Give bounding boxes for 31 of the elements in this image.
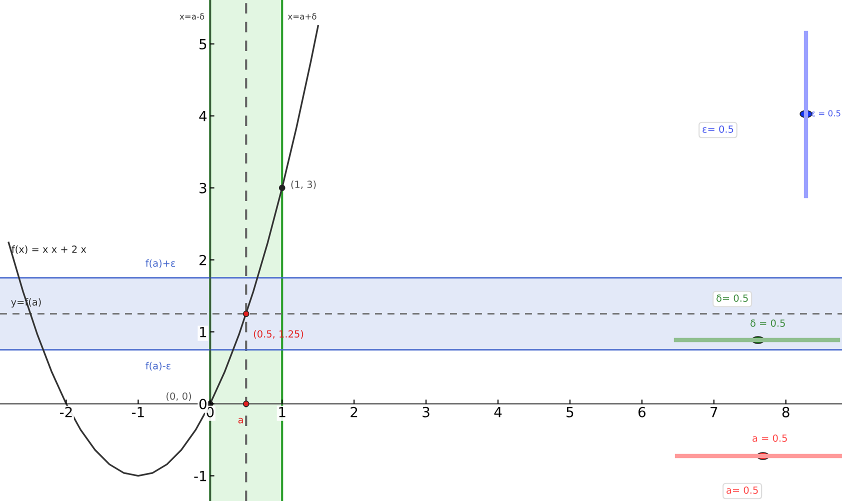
annotation: a = 0.5 xyxy=(752,434,787,442)
annotation: a= 0.5 xyxy=(726,486,758,494)
y-tick-label: 0 xyxy=(199,398,206,410)
y-tick-label: 4 xyxy=(199,111,207,122)
x-tick-label: 1 xyxy=(279,407,286,418)
x-tick-label: 3 xyxy=(422,406,430,418)
x-tick-label: 4 xyxy=(494,407,502,418)
annotation: a xyxy=(238,418,243,424)
annotation: (0, 0) xyxy=(166,392,191,401)
annotation: δ= 0.5 xyxy=(716,294,748,302)
x-tick-label: 7 xyxy=(710,407,718,418)
x-tick-label: -1 xyxy=(132,407,144,418)
x-tick-label: 6 xyxy=(638,406,646,418)
y-tick-label: 2 xyxy=(200,254,206,266)
ref-line-label: f(a)+ε xyxy=(146,259,176,268)
ref-line-label: x=a+δ xyxy=(288,13,316,20)
annotation: (1, 3) xyxy=(291,180,316,190)
x-tick-label: 2 xyxy=(350,406,358,418)
annotation: δ = 0.5 xyxy=(750,319,785,327)
y-tick-label: 1 xyxy=(200,326,206,338)
y-tick-label: 3 xyxy=(200,182,206,194)
y-tick-label: 5 xyxy=(200,39,206,50)
y-tick-label: -1 xyxy=(194,470,206,482)
x-tick-label: 0 xyxy=(206,406,214,418)
annotation: ε= 0.5 xyxy=(702,125,734,133)
x-tick-label: -2 xyxy=(60,406,72,418)
series-label: f(x) = x x + 2 x xyxy=(12,245,86,254)
x-tick-label: 8 xyxy=(782,406,790,418)
ref-line-label: f(a)-ε xyxy=(146,362,170,371)
ref-line-label: x=a-δ xyxy=(180,13,204,20)
x-tick-label: 5 xyxy=(566,407,574,418)
